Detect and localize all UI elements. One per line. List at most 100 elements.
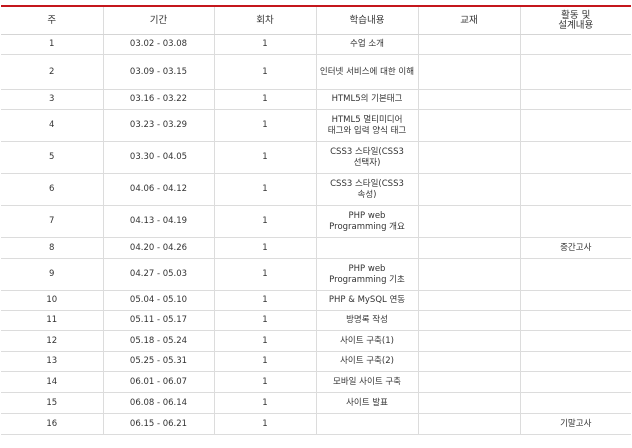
header-content: 학습내용	[315, 6, 418, 35]
table-row: 5 03.30 - 04.05 1 CSS3 스타일(CSS3 선택자)	[1, 141, 631, 174]
cell-textbook	[417, 290, 520, 311]
cell-period: 03.16 - 03.22	[102, 89, 214, 110]
cell-week-text: 15	[46, 397, 58, 408]
cell-content: PHP web Programming 개요	[315, 205, 418, 238]
cell-week-text: 11	[46, 315, 58, 325]
cell-content: CSS3 스타일(CSS3 선택자)	[315, 141, 418, 174]
cell-period: 05.04 - 05.10	[102, 290, 214, 311]
cell-period: 06.01 - 06.07	[102, 371, 214, 393]
cell-content: 사이트 구축(2)	[315, 351, 418, 372]
cell-period: 04.27 - 05.03	[102, 258, 214, 291]
cell-week-text: 14	[46, 376, 58, 387]
cell-content: PHP & MySQL 연동	[315, 290, 418, 311]
cell-week: 11	[1, 310, 103, 331]
cell-activity-text: 기말고사	[560, 418, 592, 429]
cell-count-text: 1	[262, 94, 268, 104]
cell-content-text: 사이트 구축(1)	[340, 335, 394, 346]
cell-period: 03.30 - 04.05	[102, 141, 214, 174]
cell-activity	[519, 54, 631, 90]
cell-count-text: 1	[262, 376, 268, 387]
cell-content-text: 사이트 구축(2)	[340, 356, 394, 366]
cell-content-text: PHP web Programming 기초	[329, 263, 405, 285]
cell-count: 1	[213, 351, 316, 372]
cell-content	[315, 237, 418, 259]
cell-textbook	[417, 330, 520, 352]
cell-content: CSS3 스타일(CSS3 속성)	[315, 173, 418, 206]
cell-count-text: 1	[262, 356, 268, 366]
cell-textbook	[417, 258, 520, 291]
table-row: 4 03.23 - 03.29 1 HTML5 멀티미디어 태그와 입력 양식 태그	[1, 109, 631, 142]
cell-textbook	[417, 109, 520, 142]
cell-count-text: 1	[262, 269, 268, 279]
cell-textbook	[417, 351, 520, 372]
cell-content: 사이트 구축(1)	[315, 330, 418, 352]
cell-count: 1	[213, 371, 316, 393]
cell-count-text: 1	[262, 242, 268, 253]
cell-textbook	[417, 413, 520, 435]
cell-count-text: 1	[262, 39, 268, 49]
cell-content-text: CSS3 스타일(CSS3 속성)	[330, 178, 404, 200]
cell-period: 03.23 - 03.29	[102, 109, 214, 142]
cell-period: 04.20 - 04.26	[102, 237, 214, 259]
cell-activity	[519, 392, 631, 414]
header-week: 주	[1, 6, 103, 35]
cell-period: 05.18 - 05.24	[102, 330, 214, 352]
cell-week-text: 10	[46, 295, 58, 305]
cell-period-text: 05.11 - 05.17	[129, 315, 188, 325]
cell-week: 15	[1, 392, 103, 414]
cell-content-text: CSS3 스타일(CSS3 선택자)	[330, 146, 404, 168]
cell-week-text: 4	[49, 120, 55, 130]
cell-week-text: 2	[49, 66, 55, 77]
cell-count: 1	[213, 89, 316, 110]
cell-count: 1	[213, 237, 316, 259]
cell-period: 06.08 - 06.14	[102, 392, 214, 414]
cell-activity-text: 중간고사	[560, 242, 592, 253]
cell-period-text: 06.08 - 06.14	[129, 397, 188, 408]
cell-content-text: 방명록 작성	[346, 315, 388, 325]
cell-activity	[519, 258, 631, 291]
cell-week-text: 9	[49, 269, 55, 279]
cell-week-text: 3	[49, 94, 55, 104]
cell-count-text: 1	[262, 120, 268, 130]
cell-week-text: 1	[49, 39, 55, 49]
cell-count-text: 1	[262, 184, 268, 194]
cell-content: 사이트 발표	[315, 392, 418, 414]
cell-activity	[519, 141, 631, 174]
cell-period: 05.11 - 05.17	[102, 310, 214, 331]
cell-period-text: 03.30 - 04.05	[129, 152, 188, 162]
cell-textbook	[417, 205, 520, 238]
cell-count: 1	[213, 173, 316, 206]
cell-count-text: 1	[262, 295, 268, 305]
header-textbook: 교재	[417, 6, 520, 35]
cell-content-text: 인터넷 서비스에 대한 이해	[319, 66, 415, 77]
cell-activity	[519, 371, 631, 393]
header-activity: 활동 및 설계내용	[519, 6, 631, 35]
cell-period-text: 04.27 - 05.03	[129, 269, 188, 279]
cell-count-text: 1	[262, 315, 268, 325]
table-row: 16 06.15 - 06.21 1 기말고사	[1, 413, 631, 435]
cell-period: 06.15 - 06.21	[102, 413, 214, 435]
table-body: 1 03.02 - 03.08 1 수업 소개 2 03.09 - 03.15 1 인터넷 서…	[1, 34, 631, 435]
cell-count: 1	[213, 34, 316, 55]
header-activity-line2: 설계내용	[558, 19, 594, 31]
table-row: 6 04.06 - 04.12 1 CSS3 스타일(CSS3 속성)	[1, 173, 631, 206]
cell-week: 12	[1, 330, 103, 352]
table-row: 13 05.25 - 05.31 1 사이트 구축(2)	[1, 351, 631, 372]
cell-period-text: 05.04 - 05.10	[129, 295, 188, 305]
cell-content: 모바일 사이트 구축	[315, 371, 418, 393]
cell-week: 8	[1, 237, 103, 259]
syllabus-table: 주 기간 회차 학습내용 교재 활동 및 설계내용 1 03.02 - 03.08…	[1, 5, 631, 435]
cell-activity	[519, 205, 631, 238]
cell-count: 1	[213, 413, 316, 435]
cell-textbook	[417, 173, 520, 206]
cell-content-text: 사이트 발표	[346, 397, 388, 408]
table-row: 14 06.01 - 06.07 1 모바일 사이트 구축	[1, 371, 631, 393]
cell-count: 1	[213, 141, 316, 174]
cell-content: 인터넷 서비스에 대한 이해	[315, 54, 418, 90]
cell-week-text: 12	[46, 335, 58, 346]
cell-period: 04.13 - 04.19	[102, 205, 214, 238]
cell-content	[315, 413, 418, 435]
cell-week: 9	[1, 258, 103, 291]
cell-week-text: 8	[49, 242, 55, 253]
